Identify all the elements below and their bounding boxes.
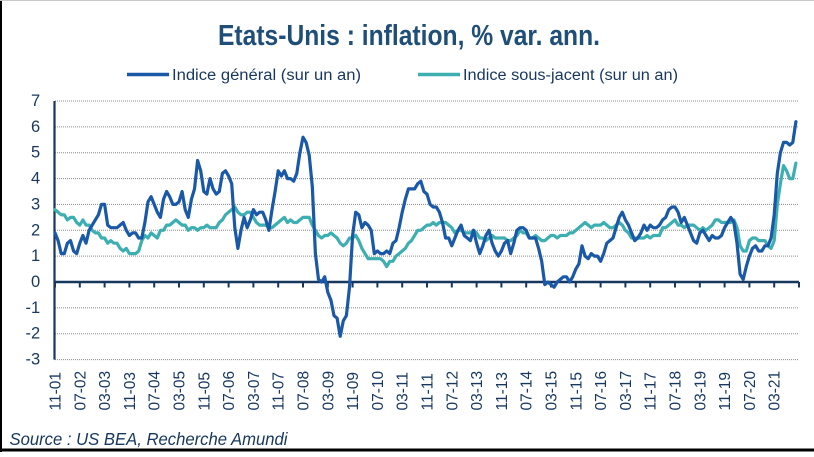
svg-text:07-12: 07-12 [444,371,461,411]
svg-text:07-16: 07-16 [593,371,610,411]
svg-text:03-13: 03-13 [469,371,486,411]
svg-text:07-14: 07-14 [519,370,536,410]
svg-text:03-17: 03-17 [618,371,635,411]
svg-text:2: 2 [31,221,40,239]
svg-text:03-07: 03-07 [246,371,263,411]
svg-text:6: 6 [31,118,40,136]
svg-text:0: 0 [31,273,40,291]
svg-text:03-15: 03-15 [544,371,561,411]
svg-text:-1: -1 [26,299,41,317]
svg-text:11-07: 11-07 [271,372,288,411]
svg-text:07-20: 07-20 [742,370,759,410]
svg-text:11-17: 11-17 [643,372,660,411]
svg-text:07-18: 07-18 [668,371,685,411]
svg-text:11-01: 11-01 [48,372,65,411]
svg-text:3: 3 [31,195,40,213]
svg-text:03-05: 03-05 [172,371,189,411]
svg-text:11-11: 11-11 [420,373,437,410]
svg-text:11-15: 11-15 [568,372,585,411]
svg-text:11-05: 11-05 [196,372,213,411]
svg-text:11-09: 11-09 [345,372,362,411]
svg-text:Indice général (sur un an): Indice général (sur un an) [172,67,361,84]
svg-text:03-03: 03-03 [97,371,114,411]
svg-text:07-10: 07-10 [370,370,387,410]
svg-text:-2: -2 [26,325,41,343]
svg-text:07-02: 07-02 [72,371,89,411]
svg-text:03-21: 03-21 [767,371,784,411]
svg-text:7: 7 [31,92,40,110]
svg-text:11-03: 11-03 [122,372,139,411]
svg-text:11-13: 11-13 [494,372,511,411]
svg-text:07-08: 07-08 [296,371,313,411]
svg-text:-3: -3 [26,351,41,369]
svg-text:11-19: 11-19 [717,372,734,411]
svg-text:03-19: 03-19 [692,371,709,411]
svg-text:07-06: 07-06 [221,371,238,411]
svg-text:03-11: 03-11 [395,372,412,411]
svg-text:07-04: 07-04 [147,370,164,410]
svg-text:Indice sous-jacent (sur un an): Indice sous-jacent (sur un an) [463,67,678,84]
svg-text:5: 5 [31,144,40,162]
svg-text:4: 4 [31,170,40,188]
svg-text:03-09: 03-09 [320,371,337,411]
svg-text:Source : US BEA, Recherche Amu: Source : US BEA, Recherche Amundi [10,429,289,449]
svg-text:1: 1 [31,247,40,265]
svg-text:Etats-Unis : inflation, % var.: Etats-Unis : inflation, % var. ann. [218,20,600,52]
